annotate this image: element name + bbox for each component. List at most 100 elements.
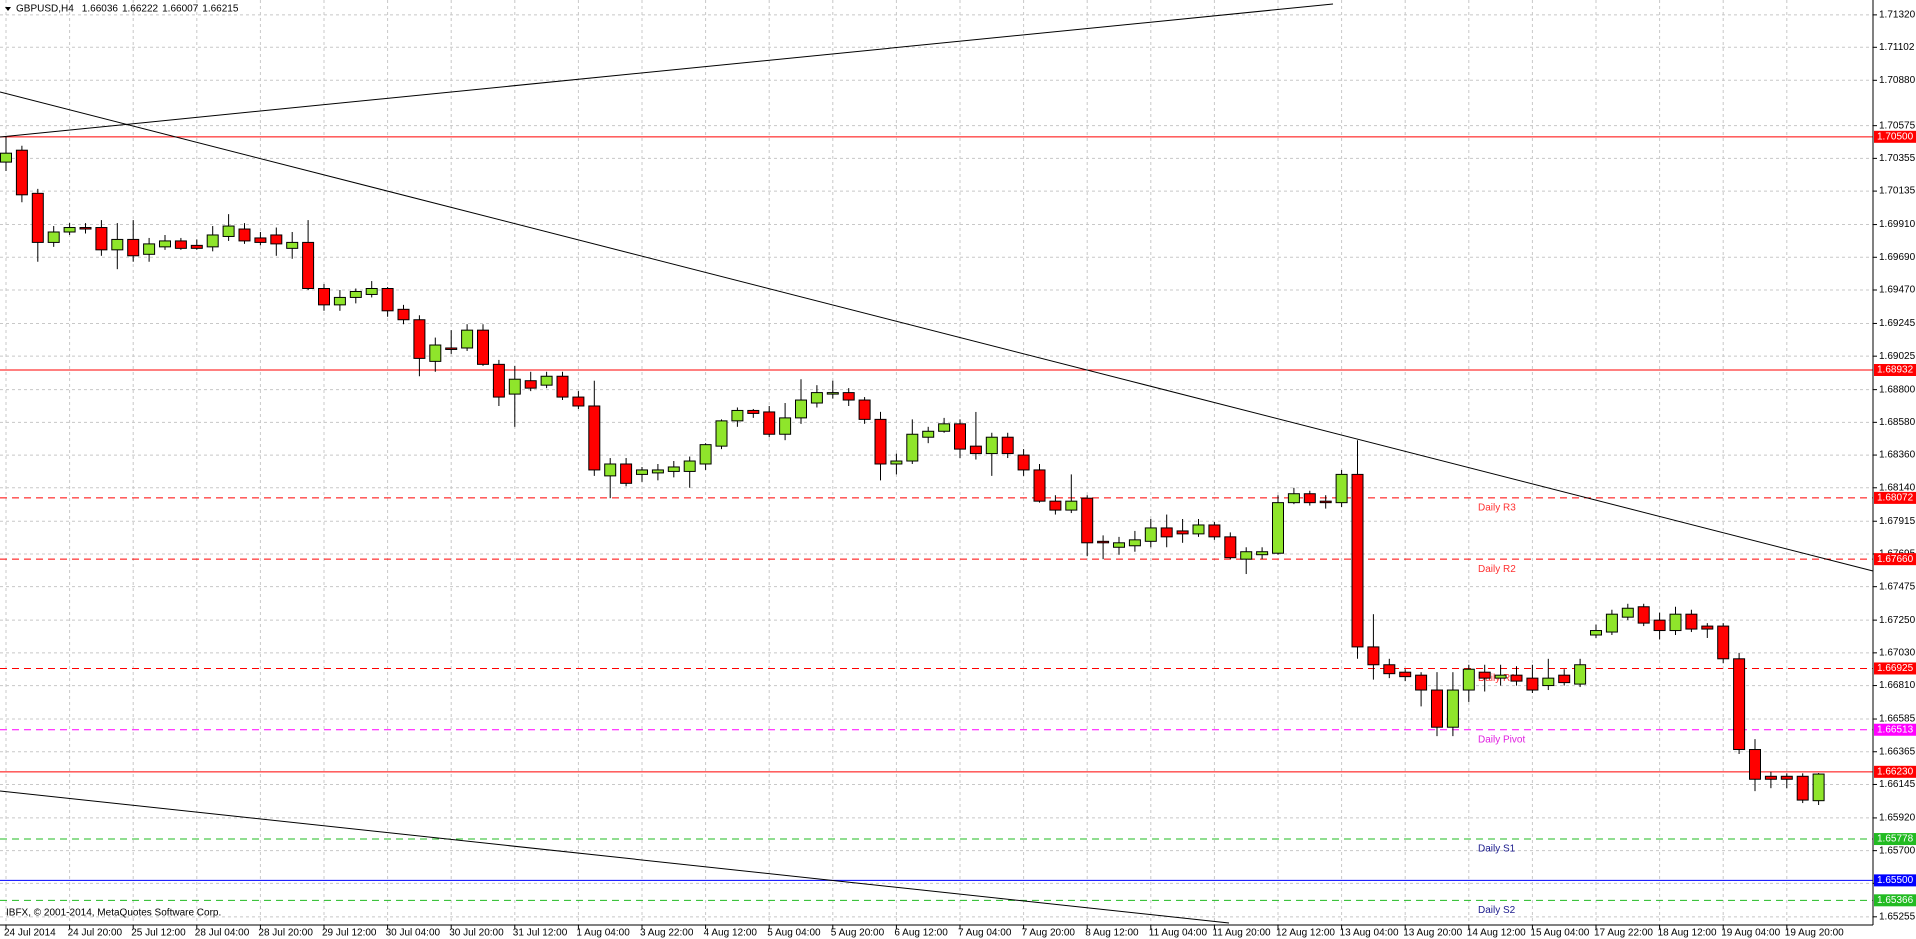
candle-body (1431, 689, 1443, 728)
candle-body (174, 240, 187, 249)
x-tick-label: 30 Jul 04:00 (386, 928, 441, 939)
candle-body (810, 392, 823, 404)
candle-body (397, 308, 410, 321)
level-price-box (1874, 723, 1916, 736)
x-tick-label: 13 Aug 20:00 (1403, 928, 1462, 939)
y-tick-label: 1.69025 (1879, 351, 1916, 362)
candle-body (1287, 493, 1300, 504)
y-tick-label: 1.68140 (1879, 482, 1916, 493)
candle-body (365, 288, 378, 295)
y-tick-label: 1.69910 (1879, 219, 1916, 230)
candle-body (1113, 542, 1125, 548)
x-tick-label: 7 Aug 04:00 (958, 928, 1012, 939)
candle-body (1049, 500, 1062, 511)
y-tick-label: 1.66585 (1879, 714, 1916, 725)
y-tick-label: 1.68580 (1879, 417, 1916, 428)
level-price-label: 1.65500 (1877, 875, 1914, 886)
x-tick-label: 30 Jul 20:00 (449, 928, 504, 939)
y-tick-label: 1.65700 (1879, 845, 1916, 856)
candle-body (1717, 625, 1730, 660)
x-tick-label: 5 Aug 20:00 (831, 928, 885, 939)
x-tick-label: 1 Aug 04:00 (576, 928, 630, 939)
header-high: 1.66222 (122, 4, 159, 15)
y-tick-label: 1.71102 (1879, 42, 1915, 53)
candle-body (604, 463, 617, 477)
candle-body (1033, 469, 1046, 502)
level-name: Daily R2 (1478, 564, 1516, 575)
level-price-label: 1.68072 (1877, 493, 1914, 504)
level-price-label: 1.65366 (1877, 895, 1914, 906)
candle-body (1383, 664, 1396, 675)
candle-body (874, 418, 887, 465)
candle-body (620, 463, 633, 484)
y-tick-label: 1.70355 (1879, 153, 1916, 164)
level-price-box (1874, 894, 1916, 907)
level-name: Daily Pivot (1478, 734, 1525, 745)
trend-lines (0, 3, 1874, 924)
candle-body (588, 405, 601, 471)
candle-body (238, 228, 251, 242)
candle-body (15, 149, 28, 196)
candle-body (572, 396, 585, 407)
candle-body (111, 238, 124, 251)
candle-body (667, 466, 680, 472)
candle-body (1669, 613, 1682, 632)
candle-body (969, 445, 982, 455)
candle-body (1399, 671, 1412, 678)
candle-body (286, 241, 299, 249)
candle-body (159, 240, 171, 248)
level-price-label: 1.65778 (1877, 834, 1914, 845)
x-tick-label: 4 Aug 12:00 (704, 928, 758, 939)
candle-body (1558, 674, 1571, 684)
candle-body (1542, 677, 1555, 687)
candle-body (381, 288, 394, 312)
level-price-box (1874, 662, 1916, 675)
candle-body (1256, 551, 1269, 556)
x-tick-label: 13 Aug 04:00 (1340, 928, 1399, 939)
candle-body (508, 378, 521, 395)
x-tick-label: 5 Aug 04:00 (767, 928, 821, 939)
candle-body (1192, 524, 1205, 535)
candle-body (0, 152, 12, 163)
level-price-label: 1.68932 (1877, 365, 1914, 376)
level-price-box (1874, 553, 1916, 566)
candle-body (1065, 500, 1078, 511)
candle-body (1494, 674, 1507, 679)
candle-body (270, 234, 283, 245)
candle-body (1335, 473, 1348, 504)
candle-body (779, 417, 792, 435)
candle-body (1240, 551, 1253, 560)
level-price-box (1874, 491, 1916, 504)
copyright: IBFX, © 2001-2014, MetaQuotes Software C… (6, 908, 221, 919)
candle-body (445, 347, 458, 350)
candle-body (333, 296, 346, 306)
candle-body (206, 234, 219, 248)
level-price-box (1874, 364, 1916, 376)
candle-body (636, 469, 648, 475)
x-tick-label: 15 Aug 04:00 (1530, 928, 1589, 939)
x-tick-label: 25 Jul 12:00 (131, 928, 186, 939)
candle-body (1510, 674, 1523, 682)
candle-body (429, 344, 442, 362)
axis-layer: 1.71320 1.71102 1.70880 1.70575 1.70355 1.701… (4, 10, 1916, 939)
x-tick-label: 18 Aug 12:00 (1658, 928, 1717, 939)
y-tick-label: 1.67030 (1879, 647, 1916, 658)
y-tick-label: 1.67915 (1879, 516, 1916, 527)
candle-body (1764, 775, 1777, 780)
y-tick-label: 1.68360 (1879, 450, 1916, 461)
x-tick-label: 31 Jul 12:00 (513, 928, 568, 939)
x-tick-label: 11 Aug 04:00 (1149, 928, 1208, 939)
y-tick-label: 1.67250 (1879, 615, 1916, 626)
candle-body (556, 375, 569, 398)
candle-body (1685, 613, 1698, 630)
candle-body (47, 231, 60, 243)
candle-body (540, 375, 553, 386)
candle-body (143, 243, 156, 255)
candle-body (477, 329, 489, 365)
candle-body (1446, 689, 1459, 728)
y-tick-label: 1.70880 (1879, 75, 1916, 86)
candle-layer (0, 136, 1825, 805)
